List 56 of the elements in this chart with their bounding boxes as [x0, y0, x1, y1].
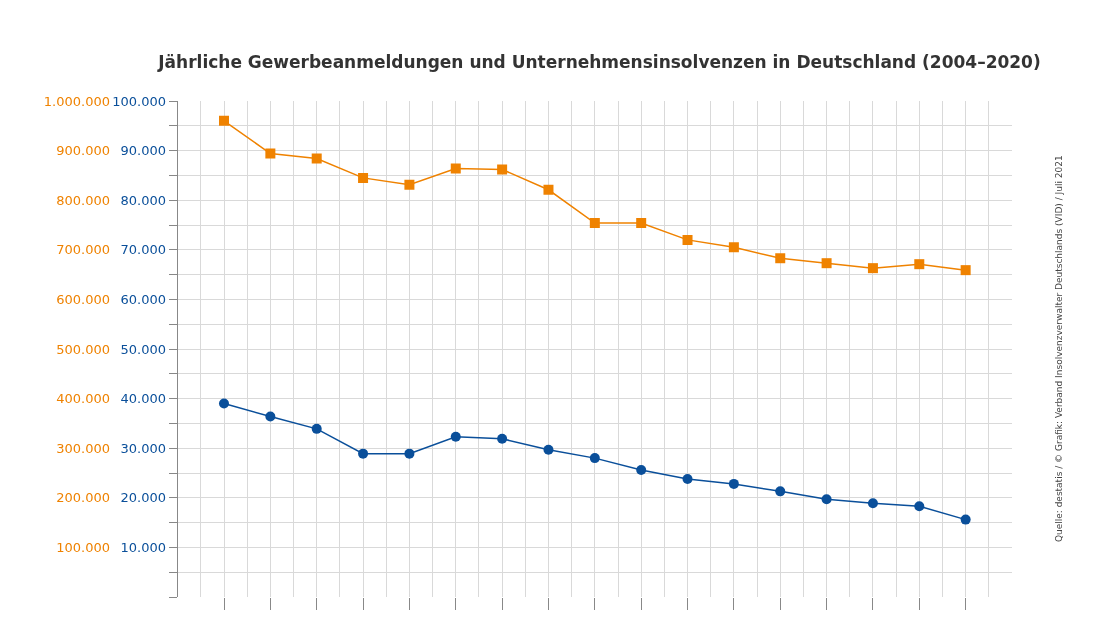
point [914, 259, 925, 270]
point [867, 498, 878, 509]
point [404, 448, 415, 459]
point [821, 258, 832, 269]
y-tick-label: 10.000 [120, 539, 167, 555]
y-tick-label: 90.000 [120, 143, 167, 159]
point [589, 453, 600, 464]
y-tick-label: 20.000 [120, 490, 167, 506]
y-tick-label: 80.000 [120, 192, 167, 208]
point [219, 398, 229, 409]
y2-tick-label: 900.000 [56, 143, 110, 159]
point [821, 494, 832, 505]
point [960, 514, 971, 525]
point [497, 433, 508, 444]
point [358, 172, 369, 183]
y2-tick-label: 500.000 [56, 341, 110, 357]
point [358, 448, 369, 459]
point [311, 423, 322, 434]
y-tick-label: 30.000 [120, 440, 167, 456]
point [265, 148, 276, 159]
y-tick-label: 100.000 [112, 93, 167, 109]
point [497, 164, 508, 175]
source-note: Quelle: destatis / © Grafik: Verband Insolvenzverwalter Deutschlands (VID) / Juli 2021 [1054, 155, 1065, 543]
point [960, 265, 971, 276]
y-tick-label: 40.000 [120, 391, 167, 407]
y2-tick-label: 100.000 [56, 539, 110, 555]
point [589, 218, 600, 229]
point [728, 242, 739, 253]
point [728, 478, 739, 489]
y2-tick-label: 1.000.000 [43, 93, 110, 109]
point [450, 431, 461, 442]
point [450, 163, 461, 174]
point [404, 179, 415, 190]
y2-tick-label: 700.000 [56, 242, 110, 258]
y2-tick-label: 200.000 [56, 490, 110, 506]
y-tick-label: 50.000 [120, 341, 167, 357]
point [914, 501, 925, 512]
y-tick-label: 70.000 [120, 242, 167, 258]
point [682, 473, 693, 484]
point [543, 184, 554, 195]
point [775, 486, 786, 497]
y2-tick-label: 600.000 [56, 291, 110, 307]
point [867, 263, 878, 274]
point [265, 411, 276, 422]
y2-tick-label: 300.000 [56, 440, 110, 456]
point [636, 465, 647, 476]
y-tick-label: 60.000 [120, 291, 167, 307]
point [682, 234, 693, 245]
point [775, 253, 786, 264]
point [636, 218, 647, 229]
point [311, 153, 322, 164]
chart-title: Jährliche Gewerbeanmeldungen und Unternehmensinsolvenzen in Deutschland (2004–2020) [157, 51, 1041, 72]
point [543, 444, 554, 455]
y2-tick-label: 800.000 [56, 192, 110, 208]
y2-tick-label: 400.000 [56, 391, 110, 407]
point [219, 115, 229, 126]
